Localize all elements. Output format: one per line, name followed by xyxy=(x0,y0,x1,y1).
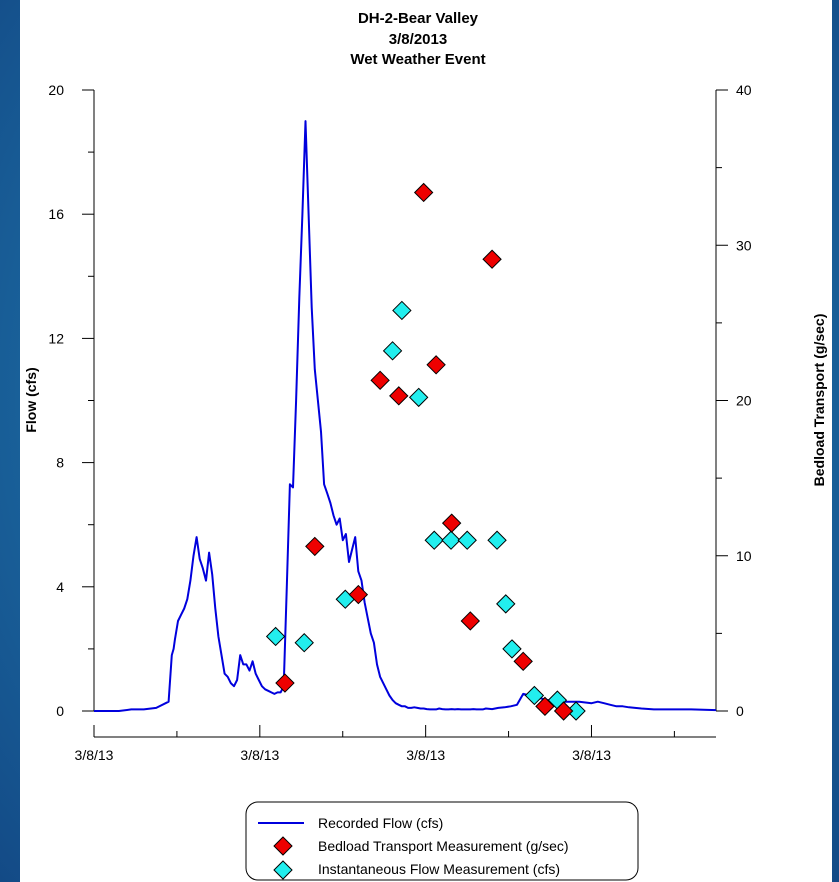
legend-cyan-diamond xyxy=(273,860,293,880)
y2-tick-label: 10 xyxy=(736,548,752,564)
instantaneous-flow-marker xyxy=(382,341,403,361)
y-tick-label: 8 xyxy=(56,455,64,471)
y2-tick-label: 0 xyxy=(736,703,744,719)
bedload-marker xyxy=(389,386,409,406)
instantaneous-flow-marker xyxy=(502,639,522,659)
bedload-marker xyxy=(348,584,369,605)
bedload-marker xyxy=(370,370,390,391)
bedload-marker xyxy=(441,513,462,533)
bedload-marker xyxy=(482,249,502,269)
bedload-marker xyxy=(426,355,446,375)
instantaneous-flow-marker xyxy=(424,530,444,550)
y-axis-label: Flow (cfs) xyxy=(23,367,39,432)
y-tick-label: 0 xyxy=(56,703,64,719)
title-line-3: Wet Weather Event xyxy=(350,51,485,68)
plot-area xyxy=(94,120,717,721)
y-tick-label: 4 xyxy=(56,579,64,595)
axes: 0 4 8 12 16 20 0 10 20 30 40 3/8/13 3/8/13 3/8/13 3/8/… xyxy=(48,82,751,763)
x-tick-label: 3/8/13 xyxy=(406,747,445,763)
chart-title: DH-2-Bear Valley 3/8/2013 Wet Weather Ev… xyxy=(350,10,485,68)
legend-label-recorded-flow: Recorded Flow (cfs) xyxy=(318,815,443,831)
bedload-marker xyxy=(513,651,533,672)
instantaneous-flow-marker xyxy=(294,632,314,653)
y2-tick-label: 20 xyxy=(736,393,752,409)
instantaneous-flow-marker xyxy=(457,530,477,550)
bedload-marker xyxy=(535,696,555,717)
legend-label-bedload: Bedload Transport Measurement (g/sec) xyxy=(318,838,569,854)
y2-axis-label: Bedload Transport (g/sec) xyxy=(811,314,827,487)
y-tick-label: 16 xyxy=(48,206,64,222)
x-tick-label: 3/8/13 xyxy=(240,747,279,763)
instantaneous-flow-marker xyxy=(441,530,461,550)
y2-tick-label: 30 xyxy=(736,237,752,253)
title-line-2: 3/8/2013 xyxy=(389,31,447,48)
instantaneous-flow-marker xyxy=(496,594,516,614)
legend-red-diamond xyxy=(273,836,293,856)
legend: Recorded Flow (cfs) Bedload Transport Me… xyxy=(245,801,639,881)
x-tick-label: 3/8/13 xyxy=(75,747,114,763)
y-tick-label: 12 xyxy=(48,330,64,346)
instantaneous-flow-marker xyxy=(265,626,286,647)
recorded-flow-line xyxy=(94,120,717,712)
instantaneous-flow-marker xyxy=(524,685,545,706)
instantaneous-flow-marker xyxy=(392,300,412,321)
title-line-1: DH-2-Bear Valley xyxy=(358,10,479,27)
bedload-marker xyxy=(460,611,481,631)
instantaneous-flow-marker xyxy=(408,387,429,408)
bedload-marker xyxy=(275,673,295,693)
y-tick-label: 20 xyxy=(48,82,64,98)
instantaneous-flow-marker xyxy=(487,530,507,550)
y2-tick-label: 40 xyxy=(736,82,752,98)
x-tick-label: 3/8/13 xyxy=(572,747,611,763)
bedload-marker xyxy=(553,701,574,721)
bedload-marker xyxy=(305,536,325,557)
legend-label-instantaneous: Instantaneous Flow Measurement (cfs) xyxy=(318,861,560,877)
legend-box xyxy=(245,801,639,881)
bedload-marker xyxy=(413,182,434,203)
